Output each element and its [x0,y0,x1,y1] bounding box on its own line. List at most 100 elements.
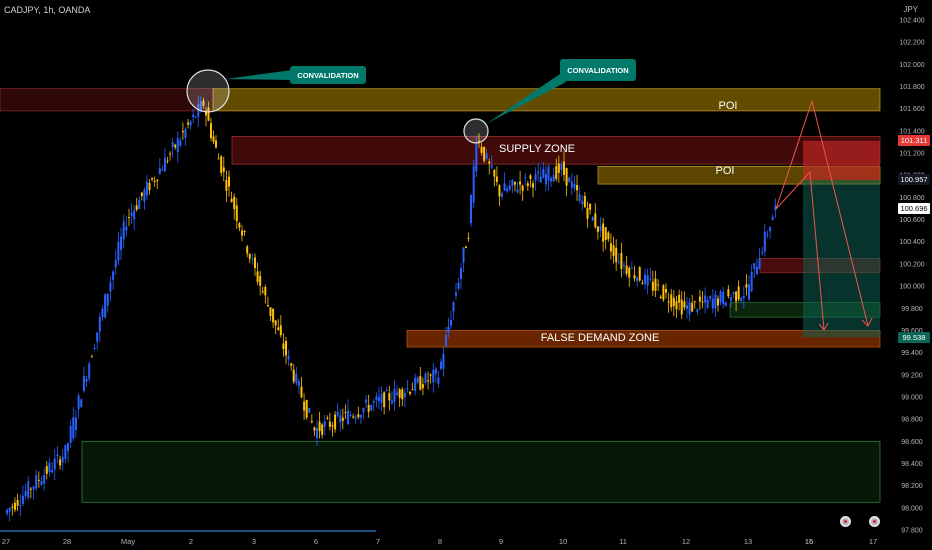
x-tick-label: 6 [314,537,318,546]
candle-body [467,237,470,239]
candle-body [609,243,612,252]
candle-body [256,271,259,282]
candle-body [212,136,215,142]
candle-body [24,491,27,497]
candle-body [693,301,696,303]
candle-body [440,361,442,369]
callout-tail-1 [226,70,292,80]
candle-body [732,292,735,295]
candle-body [197,103,200,117]
candle-body [59,459,62,466]
candle-body [594,213,597,228]
x-tick-label: 9 [499,537,503,546]
candle-body [339,415,342,423]
record-icon[interactable] [840,516,851,527]
candle-body [192,114,195,118]
candle-body [591,217,594,221]
candle-body [526,183,529,187]
candle-body [207,107,210,121]
position-stop-box [803,140,880,180]
candle-body [365,399,368,403]
x-tick-label: 15 [805,537,813,546]
candle-body [285,340,287,356]
candle-body [292,369,295,382]
candle-body [686,305,688,309]
candle-body [166,160,169,162]
candle-body [750,272,753,292]
candle-body [447,326,450,333]
candle-body [480,146,483,153]
candle-body [641,283,644,285]
x-tick-label: 13 [744,537,752,546]
candle-body [758,258,761,270]
candle-body [228,176,230,187]
candle-body [524,177,527,179]
candle-body [93,347,96,350]
candle-body [176,138,179,152]
candle-body [77,395,80,410]
candle-body [495,176,498,182]
candle-body [581,201,584,205]
candle-body [359,415,362,418]
candle-body [74,417,77,430]
y-tick-label: 101.200 [899,151,924,158]
candle-body [6,509,8,514]
candle-body [589,203,592,210]
time-scrollbar[interactable] [0,530,376,532]
y-tick-label: 101.400 [899,128,924,135]
candle-body [80,399,83,408]
candle-body [19,504,22,506]
candle-body [106,293,109,306]
candle-body [729,297,732,301]
candle-body [745,284,748,288]
y-tick-label: 102.000 [899,62,924,69]
candle-body [450,319,452,326]
candle-body [145,181,148,196]
candle-body [403,392,406,398]
price-tag-target: 99.538 [898,331,930,343]
currency-label: JPY [903,5,918,14]
candle-body [341,417,344,421]
y-tick-label: 98.400 [901,461,923,468]
candle-body [445,334,447,347]
candle-body [649,278,652,280]
candle-body [169,153,172,155]
y-tick-label: 99.800 [901,306,923,313]
candle-body [51,470,54,473]
target-icon[interactable] [869,516,880,527]
candle-body [29,488,32,490]
candle-body [98,316,101,332]
candle-body [657,284,660,286]
candle-body [638,267,641,281]
candle-body [130,212,133,216]
y-tick-label: 99.600 [901,328,923,335]
candle-body [511,179,514,186]
candle-body [680,299,683,315]
candle-body [529,175,532,179]
position-target-box [803,179,880,338]
candle-body [753,263,756,269]
candle-body [761,252,764,254]
candle-body [576,185,579,191]
zone-label-0: POI [719,100,738,112]
candle-body [156,179,159,181]
candle-body [604,227,607,240]
x-tick-label: 3 [252,537,256,546]
candle-body [427,380,430,382]
candle-body [16,499,19,506]
candle-body [69,425,72,443]
candle-body [161,169,164,171]
candle-body [596,226,599,232]
y-tick-label: 99.000 [901,394,923,401]
candle-body [210,123,212,138]
candle-body [393,388,396,402]
candle-body [282,343,285,349]
y-tick-label: 100.200 [899,261,924,268]
y-tick-label: 99.400 [901,350,923,357]
candle-body [61,456,64,463]
candle-body [490,165,493,168]
candle-body [406,388,409,390]
candle-body [623,265,625,267]
candle-body [711,298,714,309]
